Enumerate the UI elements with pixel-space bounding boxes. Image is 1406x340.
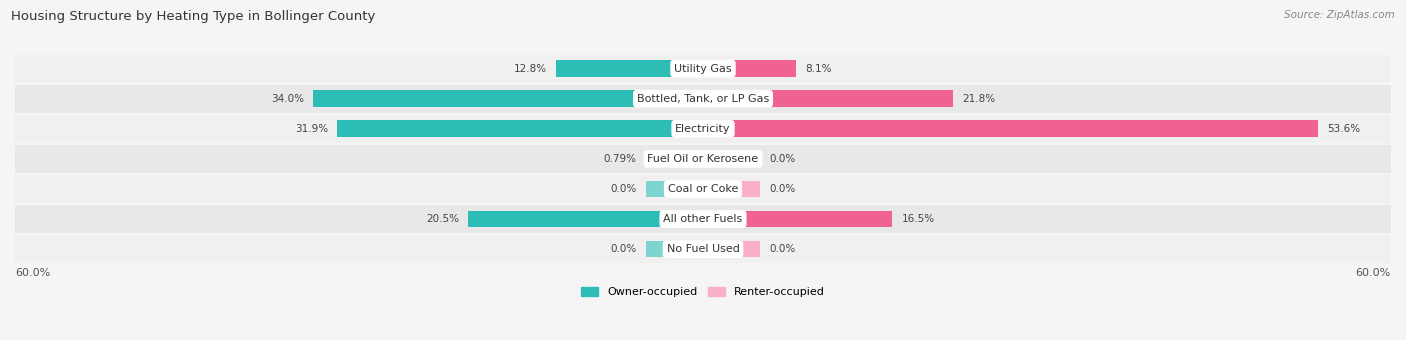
Bar xyxy=(15,85,1391,113)
Text: 31.9%: 31.9% xyxy=(295,124,328,134)
Text: Source: ZipAtlas.com: Source: ZipAtlas.com xyxy=(1284,10,1395,20)
Text: 0.0%: 0.0% xyxy=(769,244,796,254)
Bar xyxy=(468,211,703,227)
Text: 20.5%: 20.5% xyxy=(426,214,458,224)
Text: 60.0%: 60.0% xyxy=(1355,268,1391,278)
Bar xyxy=(15,145,1391,173)
Bar xyxy=(645,151,703,167)
Text: 0.0%: 0.0% xyxy=(610,184,637,194)
Bar xyxy=(703,241,761,257)
Bar xyxy=(645,241,703,257)
Bar xyxy=(703,211,893,227)
Bar xyxy=(15,115,1391,142)
Text: 34.0%: 34.0% xyxy=(271,94,304,104)
Text: Coal or Coke: Coal or Coke xyxy=(668,184,738,194)
Bar xyxy=(314,90,703,107)
Text: 0.79%: 0.79% xyxy=(603,154,637,164)
Bar xyxy=(337,120,703,137)
Text: 53.6%: 53.6% xyxy=(1327,124,1360,134)
Text: Housing Structure by Heating Type in Bollinger County: Housing Structure by Heating Type in Bol… xyxy=(11,10,375,23)
Bar xyxy=(703,181,761,197)
Bar xyxy=(15,55,1391,82)
Bar xyxy=(15,175,1391,203)
Text: All other Fuels: All other Fuels xyxy=(664,214,742,224)
Bar xyxy=(15,235,1391,263)
Text: 0.0%: 0.0% xyxy=(769,184,796,194)
Text: 21.8%: 21.8% xyxy=(962,94,995,104)
Legend: Owner-occupied, Renter-occupied: Owner-occupied, Renter-occupied xyxy=(576,282,830,302)
Bar xyxy=(703,90,953,107)
Text: 16.5%: 16.5% xyxy=(901,214,935,224)
Text: 8.1%: 8.1% xyxy=(806,64,831,73)
Text: 60.0%: 60.0% xyxy=(15,268,51,278)
Text: Utility Gas: Utility Gas xyxy=(675,64,731,73)
Text: 0.0%: 0.0% xyxy=(610,244,637,254)
Text: No Fuel Used: No Fuel Used xyxy=(666,244,740,254)
Bar xyxy=(703,120,1317,137)
Bar xyxy=(645,181,703,197)
Bar xyxy=(703,60,796,77)
Bar xyxy=(557,60,703,77)
Bar xyxy=(15,205,1391,233)
Text: 0.0%: 0.0% xyxy=(769,154,796,164)
Text: 12.8%: 12.8% xyxy=(515,64,547,73)
Text: Fuel Oil or Kerosene: Fuel Oil or Kerosene xyxy=(647,154,759,164)
Text: Electricity: Electricity xyxy=(675,124,731,134)
Bar xyxy=(703,151,761,167)
Text: Bottled, Tank, or LP Gas: Bottled, Tank, or LP Gas xyxy=(637,94,769,104)
